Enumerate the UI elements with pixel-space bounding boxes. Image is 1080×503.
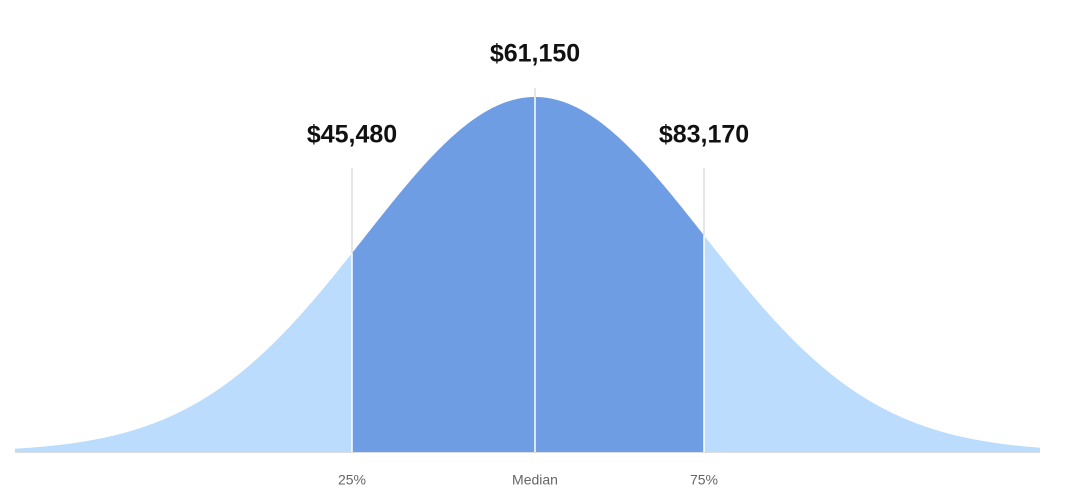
value-label: $61,150 xyxy=(490,40,580,68)
category-label: 25% xyxy=(338,472,366,488)
value-label: $45,480 xyxy=(307,121,397,149)
value-label: $83,170 xyxy=(659,121,749,149)
middle-area xyxy=(352,97,704,452)
category-label: 75% xyxy=(690,472,718,488)
category-label: Median xyxy=(512,472,558,488)
